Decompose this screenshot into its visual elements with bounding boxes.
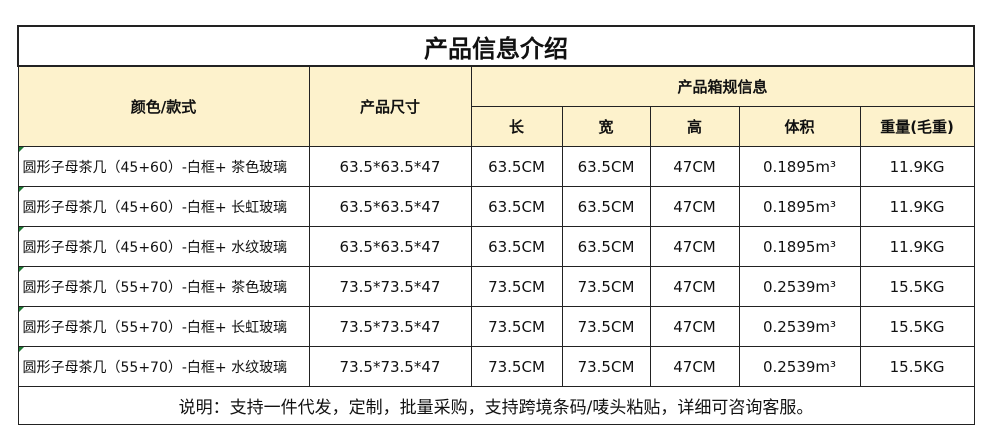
table-cell: 63.5CM [470, 186, 563, 227]
table-cell: 15.5KG [859, 346, 975, 387]
table-title: 产品信息介绍 [16, 25, 976, 67]
table-cell: 圆形子母茶几（55+70）-白框+ 长虹玻璃 [17, 306, 310, 347]
table-cell: 圆形子母茶几（55+70）-白框+ 茶色玻璃 [17, 266, 310, 307]
header-cell: 重量(毛重) [859, 106, 975, 147]
table-cell: 圆形子母茶几（45+60）-白框+ 水纹玻璃 [17, 226, 310, 267]
table-cell: 0.2539m³ [738, 266, 861, 307]
footer-row: 说明：支持一件代发，定制，批量采购，支持跨境条码/唛头粘贴，详细可咨询客服。 [17, 386, 975, 425]
header-cell: 颜色/款式 [17, 65, 310, 147]
product-table: 产品信息介绍 颜色/款式 产品尺寸 产品箱规信息 长宽高体积 重量(毛重) 圆形子… [16, 25, 976, 425]
header-cell: 高 [649, 106, 740, 147]
table-row: 圆形子母茶几（45+60）-白框+ 水纹玻璃 63.5*63.5*47 63.5CM… [17, 226, 975, 267]
table-cell: 0.1895m³ [738, 226, 861, 267]
table-cell: 11.9KG [859, 186, 975, 227]
table-cell: 圆形子母茶几（55+70）-白框+ 水纹玻璃 [17, 346, 310, 387]
table-cell: 47CM [649, 226, 740, 267]
table-cell: 63.5CM [470, 146, 563, 187]
table-cell: 47CM [649, 306, 740, 347]
header-cell: 体积 [738, 106, 861, 147]
table-row: 圆形子母茶几（55+70）-白框+ 茶色玻璃 73.5*73.5*47 73.5CM… [17, 266, 975, 307]
table-cell: 63.5*63.5*47 [308, 226, 472, 267]
table-cell: 15.5KG [859, 306, 975, 347]
table-cell: 73.5CM [470, 346, 563, 387]
table-cell: 15.5KG [859, 266, 975, 307]
table-cell: 73.5CM [470, 306, 563, 347]
table-cell: 73.5CM [561, 266, 651, 307]
table-cell: 0.1895m³ [738, 146, 861, 187]
header-cell: 宽 [561, 106, 651, 147]
table-cell: 47CM [649, 266, 740, 307]
table-cell: 47CM [649, 186, 740, 227]
table-cell: 0.1895m³ [738, 186, 861, 227]
table-cell: 73.5*73.5*47 [308, 266, 472, 307]
table-cell: 73.5CM [561, 306, 651, 347]
table-cell: 63.5CM [561, 146, 651, 187]
table-cell: 47CM [649, 146, 740, 187]
table-cell: 圆形子母茶几（45+60）-白框+ 长虹玻璃 [17, 186, 310, 227]
note: 说明：支持一件代发，定制，批量采购，支持跨境条码/唛头粘贴，详细可咨询客服。 [17, 386, 975, 425]
table-cell: 47CM [649, 346, 740, 387]
table-row: 圆形子母茶几（45+60）-白框+ 茶色玻璃 63.5*63.5*47 63.5CM… [17, 146, 975, 187]
table-cell: 63.5CM [561, 226, 651, 267]
table-cell: 73.5CM [561, 346, 651, 387]
table-row: 圆形子母茶几（55+70）-白框+ 长虹玻璃 73.5*73.5*47 73.5CM… [17, 306, 975, 347]
table-cell: 73.5*73.5*47 [308, 306, 472, 347]
header-cell: 产品尺寸 [308, 65, 472, 147]
table-cell: 63.5*63.5*47 [308, 146, 472, 187]
table-cell: 63.5*63.5*47 [308, 186, 472, 227]
table-cell: 0.2539m³ [738, 346, 861, 387]
table-cell: 63.5CM [561, 186, 651, 227]
table-cell: 0.2539m³ [738, 306, 861, 347]
table-row: 圆形子母茶几（45+60）-白框+ 长虹玻璃 63.5*63.5*47 63.5CM… [17, 186, 975, 227]
table-row: 圆形子母茶几（55+70）-白框+ 水纹玻璃 73.5*73.5*47 73.5CM… [17, 346, 975, 387]
header-cell: 长 [470, 106, 563, 147]
table-cell: 73.5CM [470, 266, 563, 307]
table-cell: 11.9KG [859, 226, 975, 267]
table-cell: 73.5*73.5*47 [308, 346, 472, 387]
table-cell: 11.9KG [859, 146, 975, 187]
header-cell: 产品箱规信息 [470, 65, 975, 107]
table-cell: 圆形子母茶几（45+60）-白框+ 茶色玻璃 [17, 146, 310, 187]
table-cell: 63.5CM [470, 226, 563, 267]
